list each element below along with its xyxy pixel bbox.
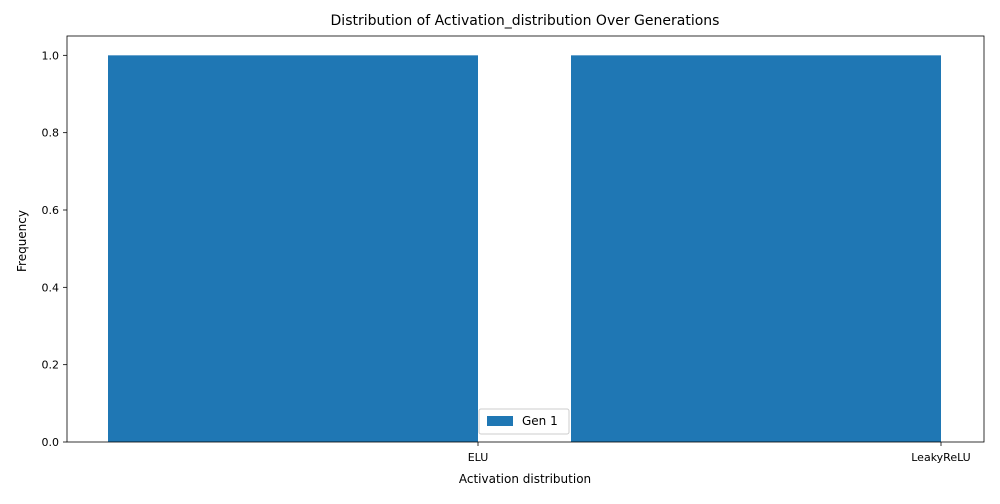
bars <box>108 55 941 442</box>
legend-swatch <box>487 416 513 426</box>
y-tick-label: 0.6 <box>42 204 60 217</box>
chart-title: Distribution of Activation_distribution … <box>331 13 720 29</box>
x-axis-label: Activation distribution <box>459 472 591 486</box>
x-tick-label: LeakyReLU <box>911 451 970 464</box>
bar-leakyrelu <box>571 55 941 442</box>
legend-box <box>478 408 570 435</box>
plot-frame <box>66 35 985 443</box>
y-tick-label: 1.0 <box>42 49 60 62</box>
x-axis: ELU LeakyReLU <box>468 442 971 464</box>
legend: Gen 1 <box>478 408 570 435</box>
y-tick-label: 0.8 <box>42 127 60 140</box>
y-axis: 0.0 0.2 0.4 0.6 0.8 1.0 <box>42 49 67 449</box>
y-tick-label: 0.0 <box>42 436 60 449</box>
y-tick-label: 0.2 <box>42 359 60 372</box>
y-tick-label: 0.4 <box>42 281 60 294</box>
x-tick-label: ELU <box>468 451 489 464</box>
bar-elu <box>108 55 478 442</box>
y-axis-label: Frequency <box>15 210 29 272</box>
legend-label: Gen 1 <box>522 414 558 428</box>
